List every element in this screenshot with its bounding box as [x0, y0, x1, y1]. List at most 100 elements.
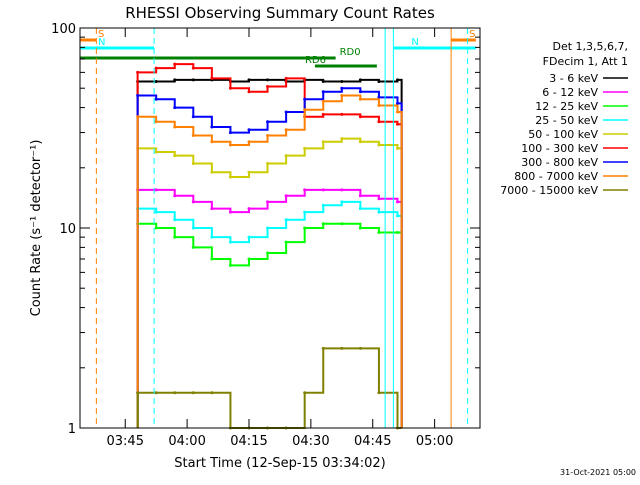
footer-date: 31-Oct-2021 05:00	[560, 468, 636, 477]
series-point	[321, 99, 325, 103]
series-point	[358, 207, 362, 211]
flag-label: S	[98, 29, 104, 40]
series-point	[377, 95, 381, 99]
series-point	[173, 218, 177, 222]
chart-title: RHESSI Observing Summary Count Rates	[125, 4, 435, 22]
series-point	[395, 230, 399, 234]
series-point	[228, 143, 232, 147]
series-point	[154, 120, 158, 124]
legend-label: 7000 - 15000 keV	[500, 184, 598, 197]
series-point	[377, 80, 381, 84]
series-point	[321, 346, 325, 350]
legend-label: 6 - 12 keV	[542, 86, 598, 99]
series-point	[358, 115, 362, 119]
series-point	[210, 125, 214, 129]
y-axis-label: Count Rate (s⁻¹ detector⁻¹)	[29, 140, 44, 317]
legend-label: 50 - 100 keV	[528, 128, 598, 141]
series-point	[321, 112, 325, 116]
legend-label: 100 - 300 keV	[521, 142, 598, 155]
series-point	[154, 150, 158, 154]
series-point	[210, 235, 214, 239]
series-point	[358, 194, 362, 198]
legend-header-line: FDecim 1, Att 1	[543, 55, 628, 68]
series-point	[191, 245, 195, 249]
series-point	[154, 226, 158, 230]
series-point	[303, 226, 307, 230]
x-tick-label: 03:45	[107, 434, 144, 449]
series-point	[358, 78, 362, 82]
series-point	[173, 194, 177, 198]
series-point	[191, 66, 195, 70]
series-point	[266, 162, 270, 166]
series-point	[210, 207, 214, 211]
series-point	[303, 108, 307, 112]
series-point	[266, 134, 270, 138]
series-point	[377, 143, 381, 147]
series-point	[191, 200, 195, 204]
series-point	[266, 120, 270, 124]
series-point	[395, 101, 399, 105]
series-line	[136, 347, 402, 429]
series-line	[136, 222, 403, 428]
series-point	[377, 120, 381, 124]
series-point	[191, 115, 195, 119]
series-layer	[136, 62, 403, 430]
flag-label: S	[469, 29, 475, 40]
series-point	[136, 93, 140, 97]
series-point	[358, 90, 362, 94]
series-point	[210, 140, 214, 144]
series-point	[210, 391, 214, 395]
series-point	[247, 207, 251, 211]
flag-label: RD0	[340, 47, 361, 58]
series-point	[303, 188, 307, 192]
series-point	[303, 146, 307, 150]
series-point	[395, 122, 399, 126]
series-point	[247, 128, 251, 132]
series-point	[395, 110, 399, 114]
series-point	[340, 112, 344, 116]
series-point	[191, 78, 195, 82]
axis-layer: 03:45 04:00 04:15 04:30 04:45 05:00 1 10 100	[51, 22, 480, 449]
series-point	[358, 140, 362, 144]
series-point	[284, 154, 288, 158]
series-line	[136, 87, 403, 428]
x-tick-label: 04:30	[292, 434, 329, 449]
series-point	[303, 391, 307, 395]
series-point	[377, 210, 381, 214]
series-point	[210, 257, 214, 261]
series-point	[173, 235, 177, 239]
legend-label: 25 - 50 keV	[535, 114, 598, 127]
y-tick-label: 100	[51, 22, 76, 37]
legend-label: 12 - 25 keV	[535, 100, 598, 113]
legend-label: 3 - 6 keV	[549, 72, 598, 85]
legend-label: 300 - 800 keV	[521, 156, 598, 169]
series-point	[284, 76, 288, 80]
series-point	[321, 188, 325, 192]
flag-label: N	[411, 37, 418, 48]
series-point	[173, 154, 177, 158]
x-axis-label: Start Time (12-Sep-15 03:34:02)	[174, 456, 385, 471]
series-point	[191, 226, 195, 230]
series-point	[191, 134, 195, 138]
series-point	[247, 78, 251, 82]
flag-label: N	[98, 37, 105, 48]
series-point	[340, 188, 344, 192]
series-point	[340, 137, 344, 141]
series-point	[228, 240, 232, 244]
series-point	[321, 222, 325, 226]
series-point	[210, 170, 214, 174]
series-point	[284, 240, 288, 244]
series-point	[154, 66, 158, 70]
series-point	[154, 210, 158, 214]
series-point	[395, 214, 399, 218]
series-point	[321, 80, 325, 84]
series-point	[154, 391, 158, 395]
legend-label: 800 - 7000 keV	[514, 170, 598, 183]
series-point	[358, 346, 362, 350]
series-point	[191, 391, 195, 395]
series-point	[340, 222, 344, 226]
series-point	[266, 84, 270, 88]
